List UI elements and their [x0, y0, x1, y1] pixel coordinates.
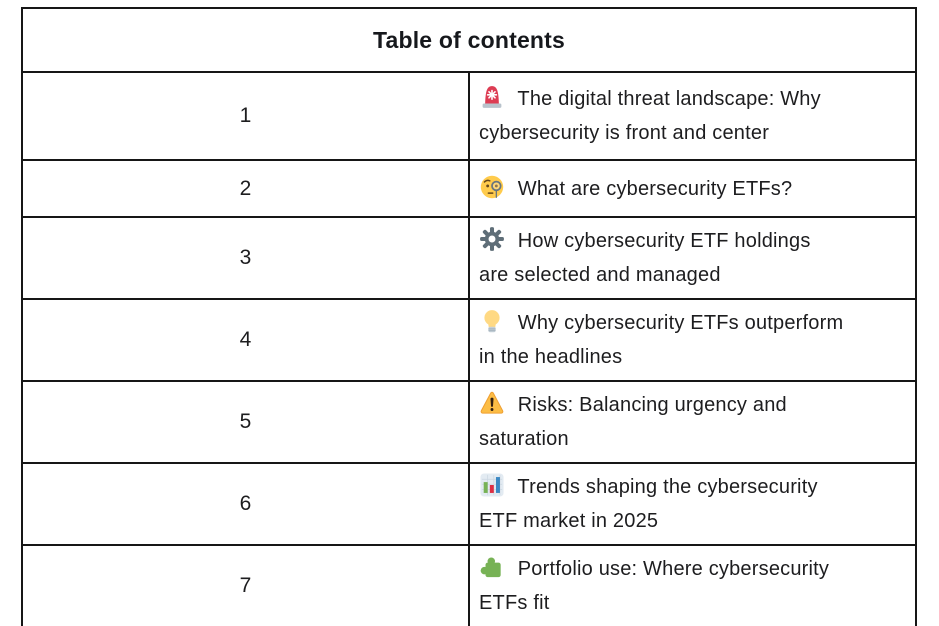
toc-entry: What are cybersecurity ETFs? — [468, 159, 917, 218]
toc-entry: The digital threat landscape: Why cybers… — [468, 71, 917, 161]
page-title: Table of contents — [21, 7, 917, 73]
table-row: 6 Trends shaping the cybersecurity ETF m… — [21, 462, 917, 546]
toc-entry: Trends shaping the cybersecurity ETF mar… — [468, 462, 917, 546]
alarm-light-icon — [479, 88, 517, 110]
warning-icon — [479, 394, 518, 416]
row-number: 7 — [21, 544, 470, 626]
row-number: 1 — [21, 71, 470, 161]
table-row: 2 What are cybersecurity ETFs? — [21, 159, 917, 218]
table-header-row: Table of contents — [21, 7, 917, 73]
monocle-face-icon — [479, 178, 518, 200]
lightbulb-icon — [479, 312, 518, 334]
toc-entry-label: Risks: Balancing urgency and saturation — [479, 394, 787, 450]
toc-entry-label: Portfolio use: Where cybersecurity ETFs … — [479, 558, 830, 614]
toc-entry: Risks: Balancing urgency and saturation — [468, 380, 917, 464]
toc-entry: Portfolio use: Where cybersecurity ETFs … — [468, 544, 917, 626]
bar-chart-icon — [479, 476, 517, 498]
row-number: 3 — [21, 216, 470, 300]
table-of-contents: Table of contents 1 The digital threat l… — [21, 7, 917, 626]
toc-entry: Why cybersecurity ETFs outperform in the… — [468, 298, 917, 382]
puzzle-piece-icon — [479, 558, 518, 580]
toc-entry-label: Why cybersecurity ETFs outperform in the… — [479, 312, 844, 368]
toc-entry: How cybersecurity ETF holdings are selec… — [468, 216, 917, 300]
toc-entry-label: How cybersecurity ETF holdings are selec… — [479, 230, 811, 286]
table-row: 5 Risks: Balancing urgency and saturatio… — [21, 380, 917, 464]
row-number: 4 — [21, 298, 470, 382]
table-row: 3 How cybersecurity ETF holdings are sel… — [21, 216, 917, 300]
table-row: 1 The digital threat landscape: Why cybe… — [21, 71, 917, 161]
row-number: 6 — [21, 462, 470, 546]
row-number: 5 — [21, 380, 470, 464]
toc-body: 1 The digital threat landscape: Why cybe… — [21, 71, 917, 626]
table-row: 4 Why cybersecurity ETFs outperform in t… — [21, 298, 917, 382]
toc-entry-label: What are cybersecurity ETFs? — [517, 177, 793, 200]
gear-icon — [479, 230, 518, 252]
table-row: 7 Portfolio use: Where cybersecurity ETF… — [21, 544, 917, 626]
toc-entry-label: Trends shaping the cybersecurity ETF mar… — [479, 476, 818, 532]
toc-entry-label: The digital threat landscape: Why cybers… — [479, 88, 821, 144]
row-number: 2 — [21, 159, 470, 218]
